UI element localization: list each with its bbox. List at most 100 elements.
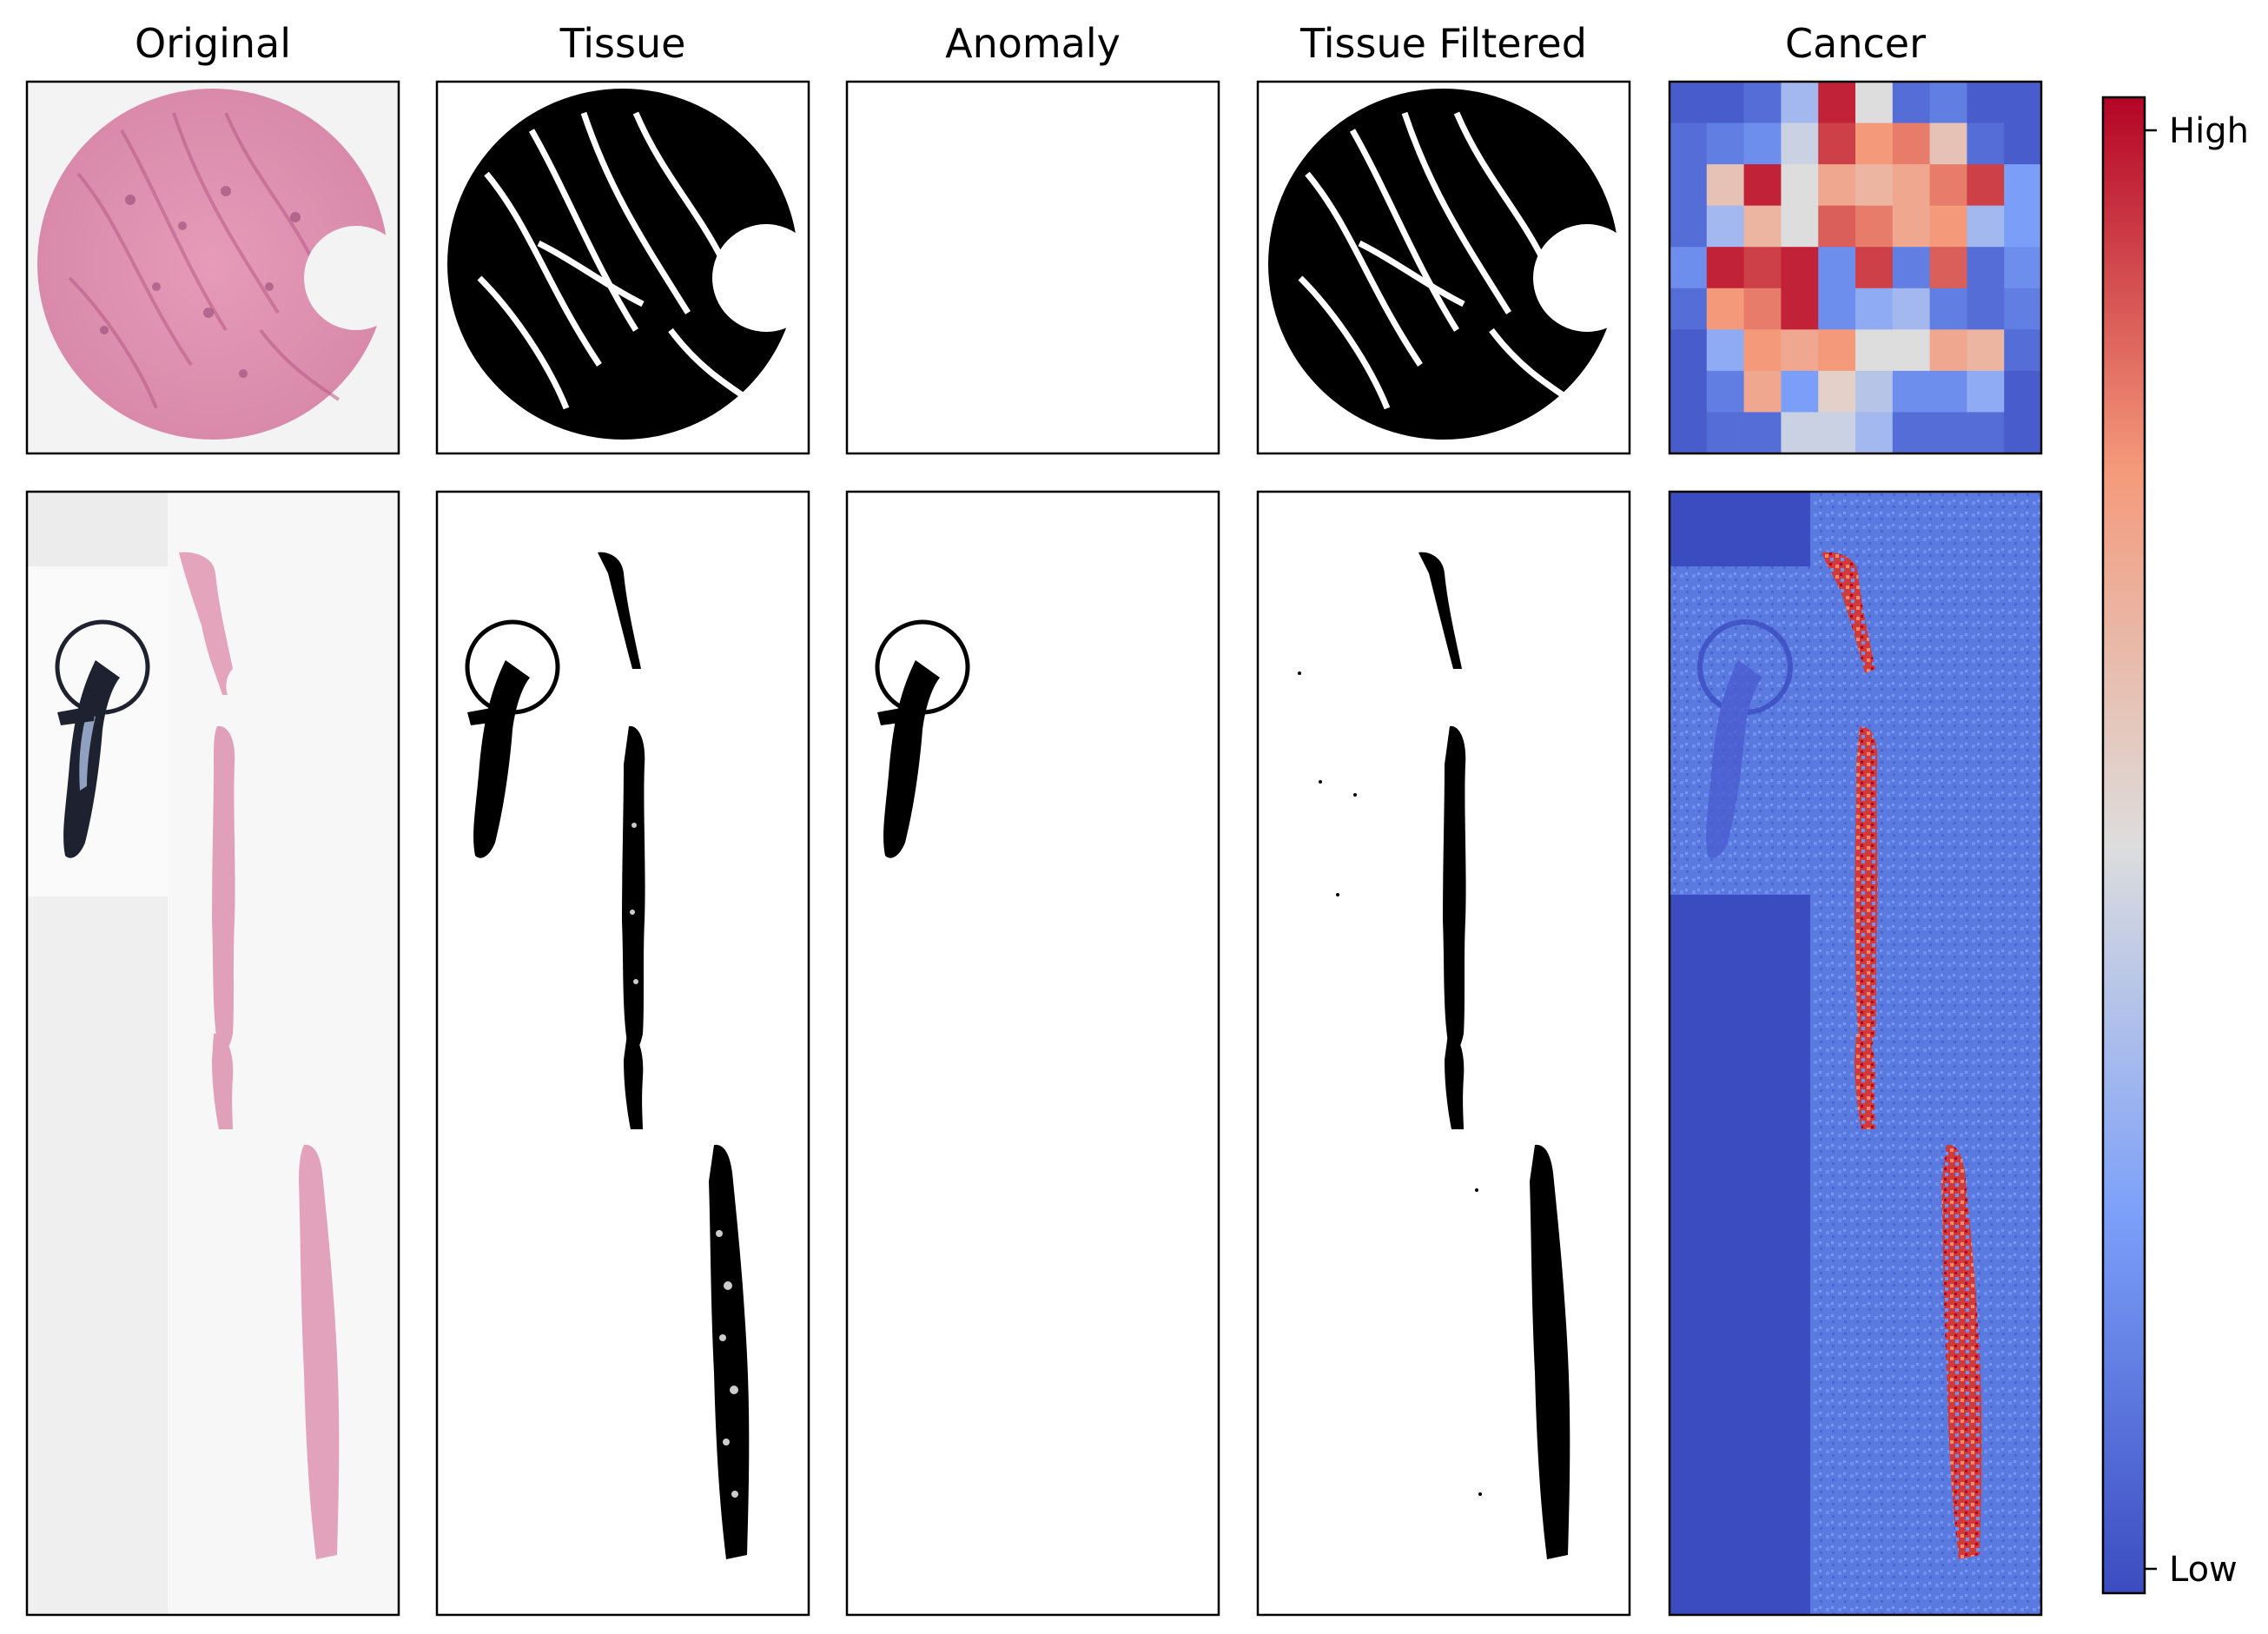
heatmap-cell — [1706, 122, 1745, 165]
heatmap-cell — [1855, 370, 1894, 413]
heatmap-cell — [1929, 370, 1967, 413]
heatmap-cell — [2004, 205, 2042, 248]
ink-ring-mask — [465, 619, 560, 858]
panel-cancer-biopsy — [1668, 490, 2043, 1617]
heatmap-cell — [1781, 370, 1819, 413]
heatmap-cell — [2004, 82, 2042, 124]
heatmap-cell — [1706, 329, 1745, 372]
heatmap-cell — [2004, 412, 2042, 454]
heatmap-cell — [2004, 370, 2042, 413]
heatmap-cell — [1929, 412, 1967, 454]
cancer-ring-artifact — [1697, 619, 1793, 858]
heatmap-cell — [1670, 82, 1708, 124]
heatmap-cell — [1855, 205, 1894, 248]
heatmap-cell — [1781, 329, 1819, 372]
heatmap-cell — [1892, 164, 1931, 207]
heatmap-cell — [1855, 122, 1894, 165]
cancer-heatmap-grid — [1670, 82, 2042, 454]
heatmap-cell — [2004, 164, 2042, 207]
heatmap-cell — [1743, 247, 1782, 289]
column-title-original: Original — [135, 20, 291, 67]
heatmap-cell — [1670, 122, 1708, 165]
heatmap-cell — [1855, 288, 1894, 330]
heatmap-cell — [1892, 329, 1931, 372]
ink-ring-artifact — [55, 619, 150, 858]
heatmap-cell — [1967, 288, 2005, 330]
heatmap-cell — [1670, 412, 1708, 454]
panel-anomaly-biopsy — [845, 490, 1220, 1617]
panel-tissue-tma — [435, 80, 820, 455]
heatmap-cell — [1743, 82, 1782, 124]
heatmap-cell — [1892, 370, 1931, 413]
panel-tissue-filtered-biopsy — [1256, 490, 1631, 1617]
heatmap-cell — [1855, 82, 1894, 124]
heatmap-cell — [1818, 164, 1856, 207]
heatmap-cell — [1855, 412, 1894, 454]
heatmap-cell — [1818, 370, 1856, 413]
heatmap-cell — [1929, 288, 1967, 330]
column-title-tissue-filtered: Tissue Filtered — [1299, 20, 1587, 67]
heatmap-cell — [1743, 412, 1782, 454]
heatmap-cell — [1818, 247, 1856, 289]
heatmap-cell — [1892, 82, 1931, 124]
panel-tissue-biopsy — [435, 490, 810, 1617]
heatmap-cell — [1670, 329, 1708, 372]
colorbar: High Low — [2101, 96, 2249, 1595]
heatmap-cell — [1781, 82, 1819, 124]
heatmap-cell — [1929, 164, 1967, 207]
heatmap-cell — [1967, 164, 2005, 207]
heatmap-cell — [1929, 205, 1967, 248]
column-title-tissue: Tissue — [559, 20, 686, 67]
heatmap-cell — [1743, 329, 1782, 372]
panel-anomaly-tma — [845, 80, 1220, 455]
biopsy-strip-middle — [212, 725, 235, 1052]
heatmap-cell — [1706, 164, 1745, 207]
panel-original-tma — [25, 80, 400, 455]
heatmap-cell — [1818, 205, 1856, 248]
heatmap-cell — [2004, 288, 2042, 330]
heatmap-cell — [1706, 288, 1745, 330]
heatmap-cell — [1743, 370, 1782, 413]
heatmap-cell — [1967, 82, 2005, 124]
heatmap-cell — [1706, 205, 1745, 248]
heatmap-cell — [1743, 205, 1782, 248]
heatmap-cell — [1781, 288, 1819, 330]
heatmap-cell — [2004, 247, 2042, 289]
panel-tissue-filtered-tma — [1256, 80, 1641, 455]
heatmap-cell — [1929, 122, 1967, 165]
heatmap-cell — [1670, 164, 1708, 207]
heatmap-cell — [1670, 205, 1708, 248]
heatmap-cell — [1670, 288, 1708, 330]
cancer-strip-lower — [1941, 1144, 1982, 1559]
heatmap-cell — [1967, 122, 2005, 165]
heatmap-cell — [1706, 412, 1745, 454]
colorbar-tick-low: Low — [2169, 1550, 2238, 1590]
biopsy-strip-lower — [299, 1144, 340, 1559]
heatmap-cell — [1967, 329, 2005, 372]
panel-original-biopsy — [25, 490, 400, 1617]
heatmap-cell — [1818, 288, 1856, 330]
heatmap-cell — [1967, 205, 2005, 248]
column-title-cancer: Cancer — [1785, 20, 1926, 67]
colorbar-gradient — [2101, 96, 2146, 1595]
heatmap-cell — [1818, 82, 1856, 124]
heatmap-cell — [1892, 247, 1931, 289]
heatmap-cell — [1670, 370, 1708, 413]
heatmap-cell — [1855, 164, 1894, 207]
column-title-anomaly: Anomaly — [945, 20, 1121, 67]
heatmap-cell — [1929, 247, 1967, 289]
heatmap-cell — [1706, 247, 1745, 289]
heatmap-cell — [1967, 370, 2005, 413]
heatmap-cell — [1706, 82, 1745, 124]
cancer-strip-upper — [1822, 552, 1875, 673]
heatmap-cell — [1781, 247, 1819, 289]
heatmap-cell — [1892, 288, 1931, 330]
heatmap-cell — [1781, 412, 1819, 454]
panel-cancer-tma — [1668, 80, 2043, 455]
colorbar-tick-high: High — [2169, 111, 2249, 151]
heatmap-cell — [1855, 329, 1894, 372]
heatmap-cell — [1743, 288, 1782, 330]
heatmap-cell — [1892, 122, 1931, 165]
heatmap-cell — [1706, 370, 1745, 413]
heatmap-cell — [1892, 205, 1931, 248]
